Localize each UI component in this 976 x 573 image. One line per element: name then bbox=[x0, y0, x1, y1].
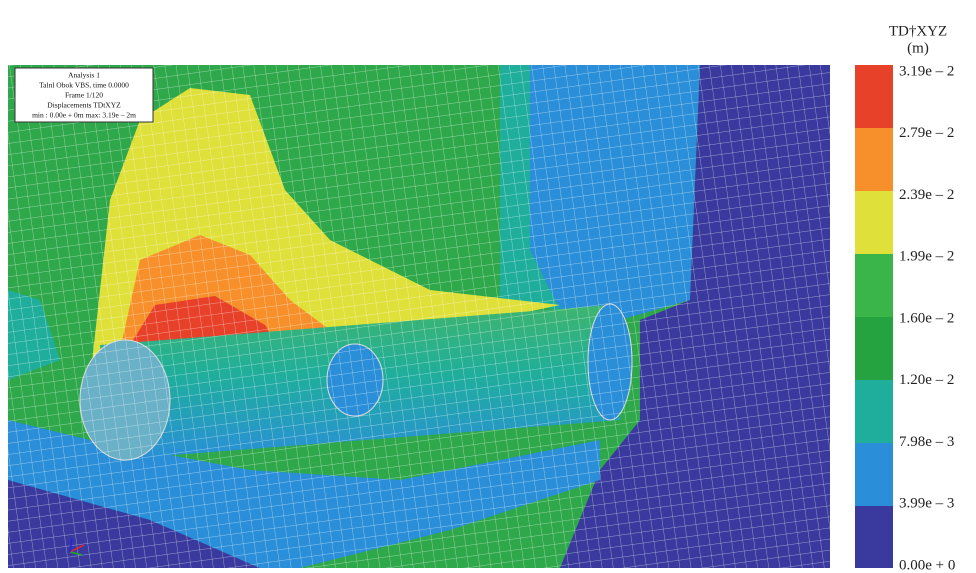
colorbar-label: 2.79e – 2 bbox=[899, 125, 954, 141]
colorbar-label: 0.00e + 0 bbox=[899, 557, 955, 573]
colorbar-label: 1.60e – 2 bbox=[899, 310, 954, 326]
colorbar-label: 1.99e – 2 bbox=[899, 249, 954, 265]
contour-plot bbox=[8, 65, 830, 568]
band bbox=[855, 128, 893, 191]
band bbox=[855, 506, 893, 568]
band bbox=[855, 191, 893, 254]
colorbar-label: 1.20e – 2 bbox=[899, 372, 954, 388]
colorbar bbox=[855, 65, 893, 568]
colorbar-labels: 3.19e – 2 2.79e – 2 2.39e – 2 1.99e – 2 1.60… bbox=[899, 63, 955, 573]
legend-title: TD†XYZ bbox=[889, 23, 947, 39]
band bbox=[855, 317, 893, 380]
info-line: Talnl Obok VBS, time 0.0000 bbox=[39, 81, 129, 90]
info-line: min : 0.00e + 0m max: 3.19e – 2m bbox=[32, 111, 136, 120]
mesh bbox=[8, 65, 830, 568]
info-line: Displacements TDtXYZ bbox=[47, 101, 121, 110]
axis-triad bbox=[69, 537, 85, 556]
band bbox=[855, 380, 893, 443]
info-line: Analysis 1 bbox=[68, 71, 100, 80]
info-line: Frame 1/120 bbox=[65, 91, 103, 100]
colorbar-label: 3.99e – 3 bbox=[899, 496, 954, 512]
colorbar-label: 3.19e – 2 bbox=[899, 63, 954, 79]
info-box bbox=[14, 67, 154, 123]
colorbar-label: 2.39e – 2 bbox=[899, 187, 954, 203]
band bbox=[855, 65, 893, 128]
legend-unit: (m) bbox=[907, 40, 929, 56]
colorbar-label: 7.98e – 3 bbox=[899, 434, 954, 450]
band bbox=[855, 254, 893, 317]
band bbox=[855, 443, 893, 506]
